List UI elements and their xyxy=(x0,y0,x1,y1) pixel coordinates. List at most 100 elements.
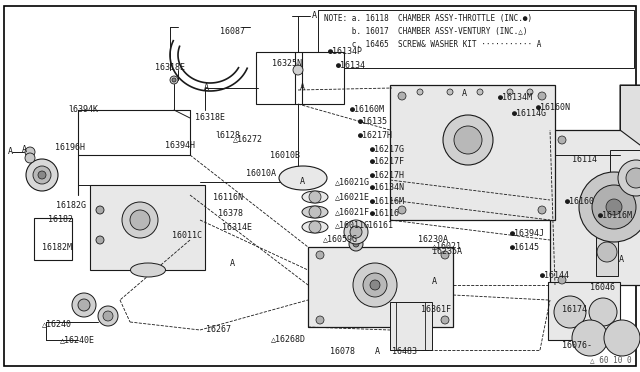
Text: 16182G: 16182G xyxy=(56,201,86,209)
Text: △ 60 10 0: △ 60 10 0 xyxy=(590,356,632,365)
Text: l6128: l6128 xyxy=(215,131,240,141)
Text: A: A xyxy=(432,278,437,286)
Text: 16318E: 16318E xyxy=(155,64,185,73)
Text: 16076-: 16076- xyxy=(562,340,592,350)
Circle shape xyxy=(353,241,359,247)
Text: 16182: 16182 xyxy=(48,215,73,224)
Circle shape xyxy=(316,316,324,324)
Text: ●16134N: ●16134N xyxy=(370,183,405,192)
Circle shape xyxy=(78,299,90,311)
Text: ●16144: ●16144 xyxy=(540,272,570,280)
Text: 16182M: 16182M xyxy=(42,244,72,253)
Text: ●16217F: ●16217F xyxy=(370,157,405,167)
Ellipse shape xyxy=(302,221,328,233)
Bar xyxy=(610,150,640,205)
Circle shape xyxy=(579,172,640,242)
Text: ●16160N: ●16160N xyxy=(536,103,571,112)
Text: ●16160M: ●16160M xyxy=(350,105,385,113)
Circle shape xyxy=(130,210,150,230)
Text: ●16145: ●16145 xyxy=(510,244,540,253)
Bar xyxy=(390,302,432,350)
Circle shape xyxy=(592,185,636,229)
Text: 16267: 16267 xyxy=(206,326,231,334)
Circle shape xyxy=(604,320,640,356)
Text: 16011C: 16011C xyxy=(172,231,202,240)
Text: A: A xyxy=(300,177,305,186)
Bar xyxy=(550,130,640,285)
Text: ●16135: ●16135 xyxy=(358,118,388,126)
Circle shape xyxy=(350,226,362,238)
Text: △16021E: △16021E xyxy=(335,192,370,202)
Text: ●16394J: ●16394J xyxy=(510,230,545,238)
Ellipse shape xyxy=(302,206,328,218)
Text: 16196H: 16196H xyxy=(55,144,85,153)
Text: 16161: 16161 xyxy=(368,221,393,231)
Text: 16394H: 16394H xyxy=(165,141,195,150)
Circle shape xyxy=(122,202,158,238)
Circle shape xyxy=(316,251,324,259)
Circle shape xyxy=(447,89,453,95)
Text: 16318E: 16318E xyxy=(195,113,225,122)
Text: A: A xyxy=(22,145,27,154)
Text: A: A xyxy=(375,347,380,356)
Circle shape xyxy=(538,206,546,214)
Text: l6394K: l6394K xyxy=(68,106,98,115)
Circle shape xyxy=(103,311,113,321)
Text: ●16134: ●16134 xyxy=(336,61,366,71)
Circle shape xyxy=(606,199,622,215)
Text: △16021F: △16021F xyxy=(335,208,370,217)
Ellipse shape xyxy=(131,263,166,277)
Circle shape xyxy=(98,306,118,326)
Circle shape xyxy=(589,298,617,326)
Circle shape xyxy=(477,89,483,95)
Circle shape xyxy=(38,171,46,179)
Circle shape xyxy=(170,76,178,84)
Bar xyxy=(308,247,453,327)
Circle shape xyxy=(349,237,363,251)
Circle shape xyxy=(309,221,321,233)
Circle shape xyxy=(558,136,566,144)
Circle shape xyxy=(25,147,35,157)
Circle shape xyxy=(293,65,303,75)
Text: △16272: △16272 xyxy=(233,135,263,144)
Circle shape xyxy=(96,236,104,244)
Text: ●16217H: ●16217H xyxy=(370,170,405,180)
Bar xyxy=(318,10,634,68)
Text: A: A xyxy=(619,256,624,264)
Text: ●16116: ●16116 xyxy=(370,209,400,218)
Text: 16230A: 16230A xyxy=(418,234,448,244)
Circle shape xyxy=(441,316,449,324)
Text: ●16160: ●16160 xyxy=(565,198,595,206)
Circle shape xyxy=(597,242,617,262)
Circle shape xyxy=(26,159,58,191)
Text: A: A xyxy=(462,90,467,99)
Circle shape xyxy=(538,92,546,100)
Text: ●16134P: ●16134P xyxy=(328,48,363,57)
Text: 16378: 16378 xyxy=(218,208,243,218)
Text: 16174: 16174 xyxy=(562,305,587,314)
Circle shape xyxy=(172,78,176,82)
Text: ●16116M: ●16116M xyxy=(598,211,633,219)
Text: ●16134M: ●16134M xyxy=(498,93,533,103)
Text: 16046: 16046 xyxy=(590,283,615,292)
Circle shape xyxy=(443,115,493,165)
Circle shape xyxy=(353,263,397,307)
Text: 16087: 16087 xyxy=(220,28,245,36)
Text: ●16114G: ●16114G xyxy=(512,109,547,118)
Text: 16483: 16483 xyxy=(392,347,417,356)
Circle shape xyxy=(441,251,449,259)
Circle shape xyxy=(309,206,321,218)
Circle shape xyxy=(626,168,640,188)
Polygon shape xyxy=(620,85,640,145)
Text: A: A xyxy=(312,12,317,20)
Circle shape xyxy=(398,92,406,100)
Text: 16010B: 16010B xyxy=(270,151,300,160)
Ellipse shape xyxy=(279,166,327,190)
Text: 16114: 16114 xyxy=(572,155,597,164)
Text: A: A xyxy=(230,260,235,269)
Circle shape xyxy=(527,89,533,95)
Bar xyxy=(256,52,344,104)
Text: ●16217G: ●16217G xyxy=(370,144,405,154)
Bar xyxy=(90,185,205,270)
Text: 16361F: 16361F xyxy=(421,305,451,314)
